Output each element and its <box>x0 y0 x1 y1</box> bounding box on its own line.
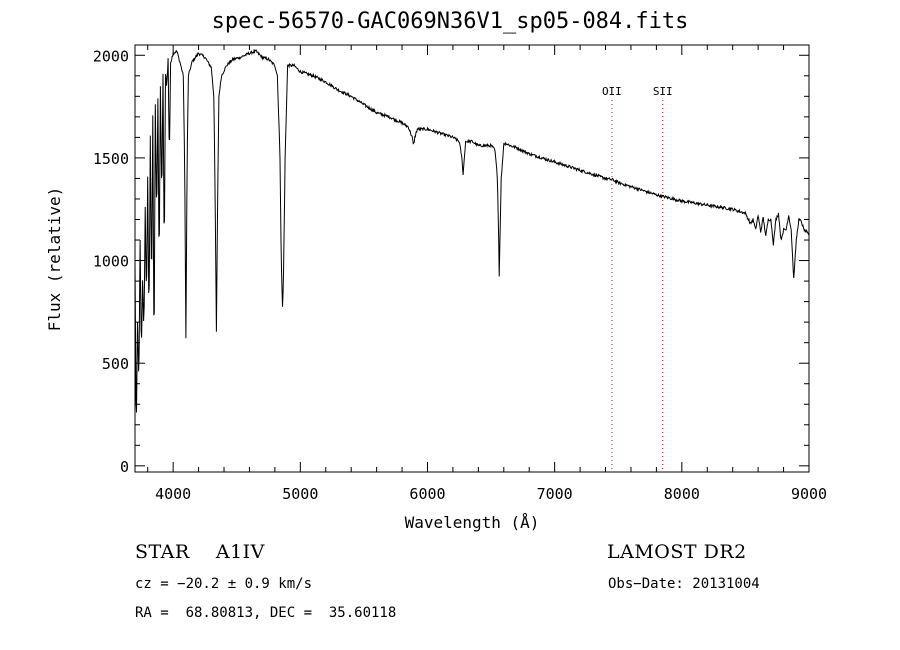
y-tick-label: 1500 <box>93 150 129 168</box>
coordinates-text: RA = 68.80813, DEC = 35.60118 <box>135 605 397 621</box>
subclass-label: A1IV <box>215 541 265 563</box>
plot-frame <box>134 44 810 473</box>
marker-label: SII <box>653 85 673 98</box>
star-class: STAR A1IV <box>135 541 265 563</box>
axis-ticks <box>135 45 810 472</box>
y-tick-label: 2000 <box>93 47 129 65</box>
emission-markers: OII SII <box>602 85 673 472</box>
marker-label: OII <box>602 85 622 98</box>
obs-date-text: Obs−Date: 20131004 <box>608 576 760 592</box>
x-tick-label: 8000 <box>664 485 700 503</box>
tick-labels: 4000 5000 6000 7000 8000 9000 0 500 1000 1500 2000 <box>93 47 827 503</box>
x-tick-label: 4000 <box>155 485 191 503</box>
x-tick-label: 9000 <box>791 485 827 503</box>
survey-name: LAMOST DR2 <box>607 541 747 563</box>
y-tick-label: 1000 <box>93 253 129 271</box>
class-label: STAR <box>135 541 190 563</box>
y-tick-label: 0 <box>120 458 129 476</box>
spectrum-line <box>134 48 810 413</box>
y-tick-label: 500 <box>102 355 129 373</box>
y-axis-label: Flux (relative) <box>45 187 64 332</box>
x-tick-label: 7000 <box>537 485 573 503</box>
x-axis-label: Wavelength (Å) <box>405 513 540 532</box>
x-tick-label: 5000 <box>282 485 318 503</box>
x-tick-label: 6000 <box>409 485 445 503</box>
redshift-text: cz = −20.2 ± 0.9 km/s <box>135 576 313 592</box>
chart-title: spec-56570-GAC069N36V1_sp05-084.fits <box>211 9 689 34</box>
